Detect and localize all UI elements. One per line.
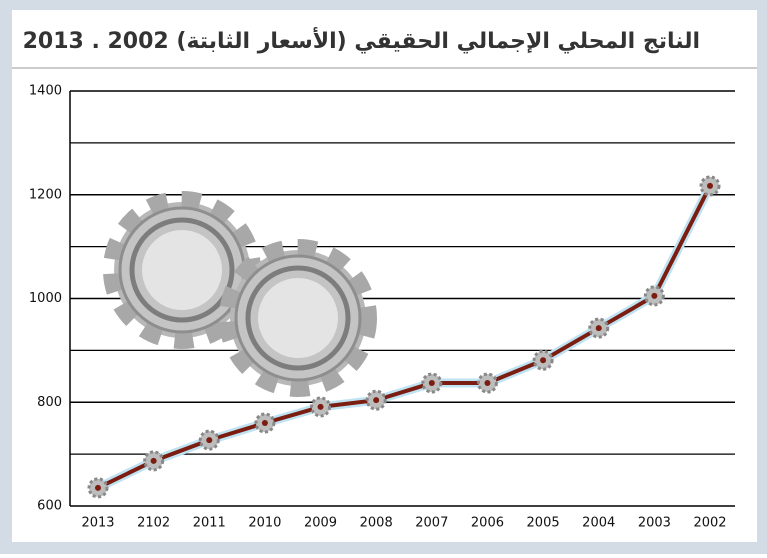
y-tick-label: 600	[37, 499, 62, 514]
x-tick-label: 2003	[638, 516, 671, 531]
marker-hub	[428, 380, 435, 387]
chart-title: الناتج المحلي الإجمالي الحقيقي (الأسعار …	[23, 26, 700, 54]
marker-hub	[595, 325, 602, 332]
x-tick-label: 2009	[304, 516, 337, 531]
y-tick-label: 1400	[29, 84, 62, 99]
marker-hub	[484, 380, 491, 387]
marker-hub	[373, 397, 380, 404]
x-tick-label: 2002	[693, 516, 726, 531]
marker-hub	[95, 484, 101, 491]
x-tick-label: 2011	[193, 516, 226, 531]
x-tick-label: 2007	[415, 516, 448, 531]
marker-hub	[651, 292, 658, 299]
x-tick-label: 2008	[360, 516, 393, 531]
marker-hub	[150, 457, 157, 464]
x-tick-label: 2102	[137, 516, 170, 531]
x-tick-label: 2006	[471, 516, 504, 531]
y-tick-label: 800	[37, 395, 62, 410]
gears	[103, 191, 377, 397]
marker-hub	[707, 182, 713, 189]
marker-hub	[261, 420, 268, 426]
x-tick-label: 2013	[81, 516, 114, 531]
marker-hub	[317, 403, 324, 410]
x-tick-label: 2010	[248, 516, 281, 531]
x-tick-label: 2004	[582, 516, 615, 531]
marker-hub	[206, 437, 213, 444]
y-tick-label: 1000	[29, 291, 62, 306]
y-tick-label: 1200	[29, 187, 62, 202]
marker-hub	[540, 357, 547, 364]
x-tick-label: 2005	[527, 516, 560, 531]
